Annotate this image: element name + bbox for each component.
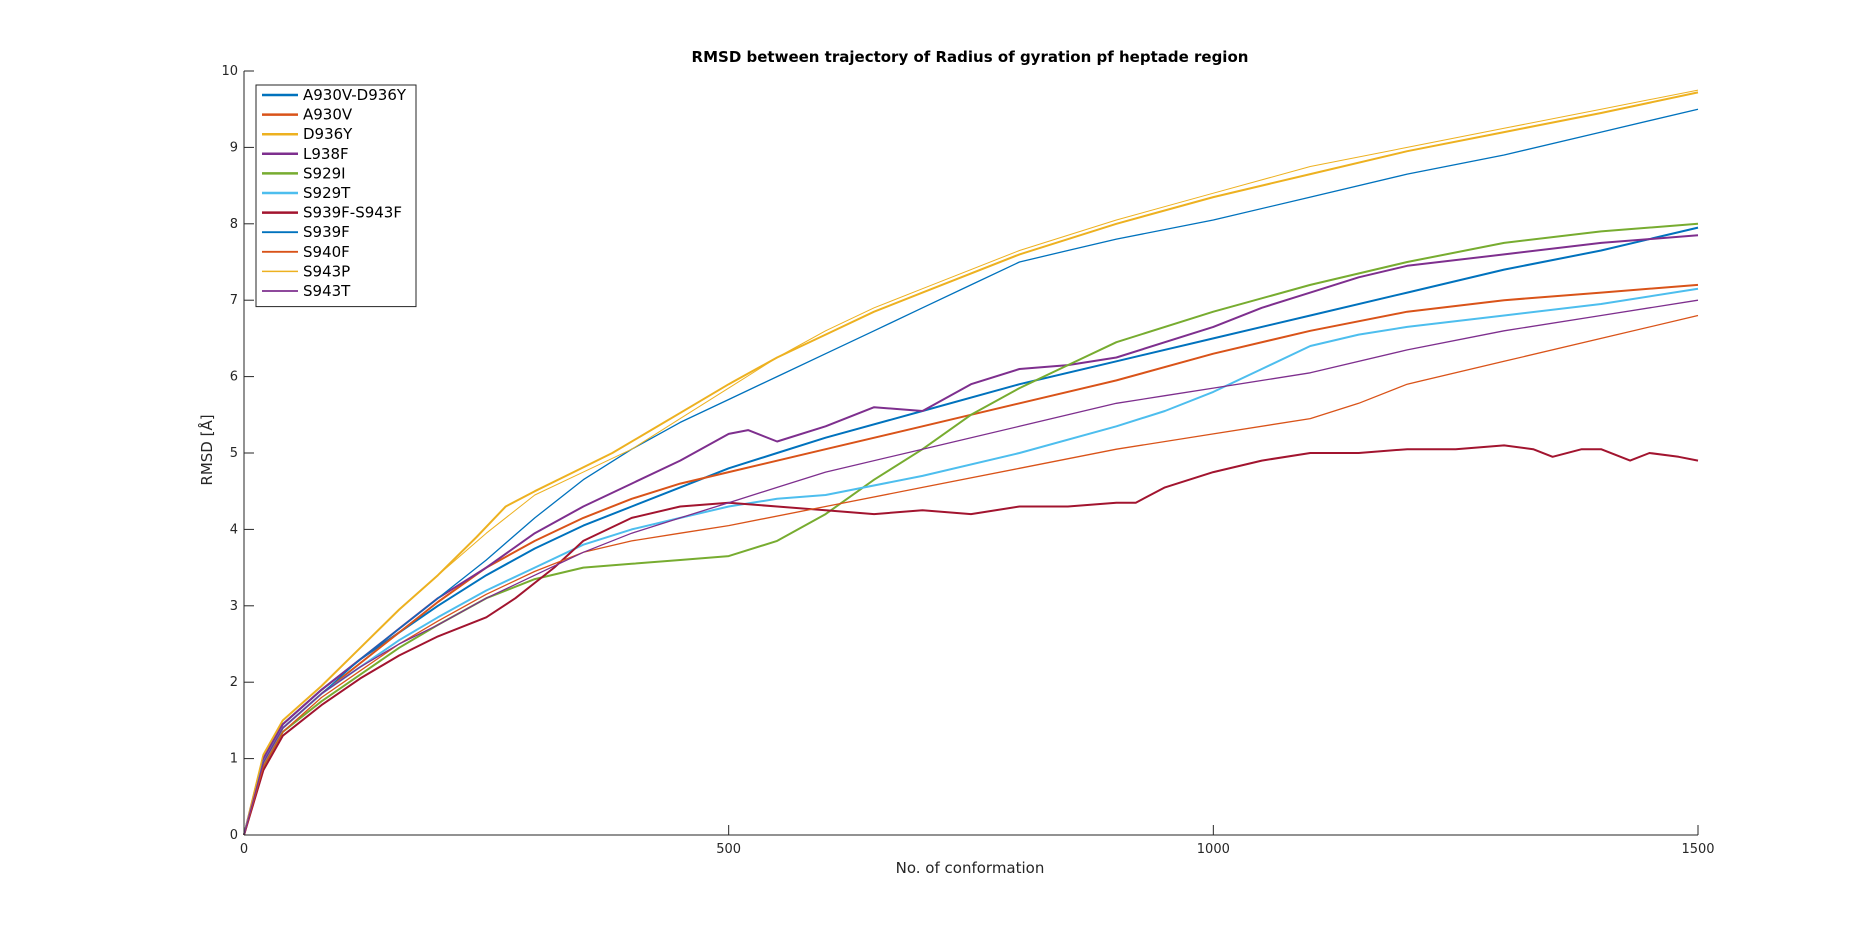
y-tick-label: 1 xyxy=(230,752,238,767)
y-tick-label: 4 xyxy=(230,522,238,537)
legend-label: L938F xyxy=(303,145,349,163)
y-tick-label: 0 xyxy=(230,828,238,843)
y-tick-label: 6 xyxy=(230,370,238,385)
y-tick-label: 8 xyxy=(230,217,238,232)
legend-label: S940F xyxy=(303,243,350,261)
x-axis-ticks: 0 500 1000 1500 xyxy=(240,825,1715,857)
legend-label: S929T xyxy=(303,184,351,202)
legend-box xyxy=(255,84,417,308)
y-tick-label: 9 xyxy=(230,140,238,155)
y-tick-label: 7 xyxy=(230,293,238,308)
series-line xyxy=(243,108,1699,836)
axes-background xyxy=(244,71,1698,835)
y-tick-label: 3 xyxy=(230,599,238,614)
legend-label: S943T xyxy=(303,282,351,300)
x-axis-label: No. of conformation xyxy=(896,859,1045,877)
series-layer xyxy=(243,89,1699,836)
x-tick-label: 1500 xyxy=(1681,842,1714,857)
legend-label: S939F-S943F xyxy=(303,204,402,222)
series-line xyxy=(243,89,1699,836)
series-line xyxy=(243,444,1699,836)
legend-label: A930V-D936Y xyxy=(303,86,407,104)
y-tick-label: 5 xyxy=(230,446,238,461)
y-tick-label: 2 xyxy=(230,675,238,690)
y-tick-label: 10 xyxy=(221,64,238,79)
chart-title: RMSD between trajectory of Radius of gyr… xyxy=(692,48,1249,66)
series-line xyxy=(243,299,1699,836)
legend-label: D936Y xyxy=(303,125,353,143)
x-tick-label: 500 xyxy=(716,842,741,857)
series-line xyxy=(243,222,1699,836)
y-axis-label: RMSD [Å] xyxy=(197,414,216,485)
series-line xyxy=(243,287,1699,836)
legend-label: S943P xyxy=(303,262,350,280)
plot-area: 0 500 1000 1500 0 1 2 3 4 5 6 7 8 9 10 xyxy=(221,64,1714,857)
x-tick-label: 0 xyxy=(240,842,248,857)
legend-label: S939F xyxy=(303,223,350,241)
x-tick-label: 1000 xyxy=(1197,842,1230,857)
series-line xyxy=(243,283,1699,836)
legend-label: S929I xyxy=(303,164,346,182)
y-axis-ticks: 0 1 2 3 4 5 6 7 8 9 10 xyxy=(221,64,254,843)
legend-label: A930V xyxy=(303,106,353,124)
series-line xyxy=(243,314,1699,836)
